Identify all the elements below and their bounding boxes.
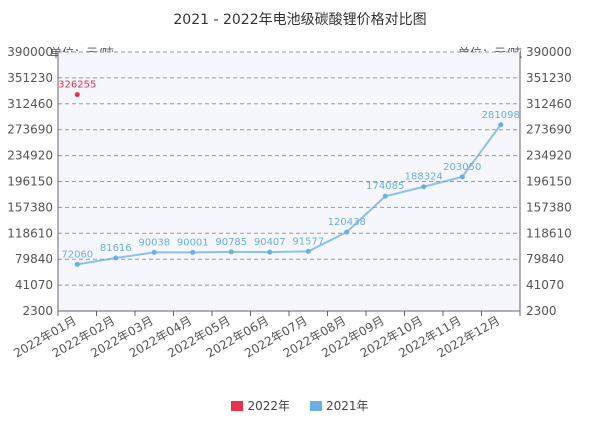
y-tick-label-left: 2300 bbox=[22, 304, 53, 318]
legend: 2022年 2021年 bbox=[0, 397, 600, 414]
data-point bbox=[382, 193, 388, 199]
data-label: 174085 bbox=[366, 181, 404, 192]
y-tick-label-left: 79840 bbox=[15, 252, 53, 266]
data-label: 72060 bbox=[61, 249, 93, 260]
data-point bbox=[305, 248, 311, 254]
data-point bbox=[498, 122, 504, 128]
y-tick-label-right: 157380 bbox=[526, 200, 572, 214]
data-point bbox=[74, 92, 80, 98]
data-label: 90407 bbox=[254, 237, 286, 248]
data-label: 90001 bbox=[177, 237, 209, 248]
y-tick-label-right: 351230 bbox=[526, 71, 572, 85]
y-tick-label-left: 273690 bbox=[7, 123, 53, 137]
data-label: 203050 bbox=[443, 162, 481, 173]
data-point bbox=[267, 249, 273, 255]
y-tick-label-left: 41070 bbox=[15, 278, 53, 292]
y-tick-label-right: 41070 bbox=[526, 278, 564, 292]
data-point bbox=[113, 255, 119, 261]
y-tick-label-right: 312460 bbox=[526, 97, 572, 111]
data-point bbox=[74, 261, 80, 267]
data-label: 281098 bbox=[482, 110, 520, 121]
data-label: 188324 bbox=[405, 172, 443, 183]
legend-swatch-2021 bbox=[310, 400, 322, 411]
data-label: 91577 bbox=[292, 236, 324, 247]
y-tick-label-left: 312460 bbox=[7, 97, 53, 111]
data-point bbox=[228, 249, 234, 255]
y-tick-label-left: 157380 bbox=[7, 200, 53, 214]
y-tick-label-right: 2300 bbox=[526, 304, 557, 318]
legend-label-2021: 2021年 bbox=[326, 399, 369, 413]
legend-swatch-2022 bbox=[231, 400, 244, 411]
data-label: 120438 bbox=[328, 217, 366, 228]
y-tick-label-right: 118610 bbox=[526, 226, 572, 240]
y-tick-label-left: 390000 bbox=[7, 45, 53, 59]
data-point bbox=[421, 184, 427, 190]
y-tick-label-right: 79840 bbox=[526, 252, 564, 266]
legend-item-2022[interactable]: 2022年 bbox=[231, 397, 290, 414]
data-point bbox=[190, 249, 196, 255]
y-tick-label-right: 273690 bbox=[526, 123, 572, 137]
y-tick-label-left: 118610 bbox=[7, 226, 53, 240]
data-point bbox=[344, 229, 350, 235]
data-point bbox=[151, 249, 157, 255]
y-tick-label-left: 351230 bbox=[7, 71, 53, 85]
data-label: 90038 bbox=[138, 237, 170, 248]
data-label: 81616 bbox=[100, 243, 132, 254]
y-tick-label-left: 196150 bbox=[7, 175, 53, 189]
y-tick-label-right: 390000 bbox=[526, 45, 572, 59]
data-point bbox=[459, 174, 465, 180]
chart-title: 2021 - 2022年电池级碳酸锂价格对比图 bbox=[173, 12, 427, 28]
legend-item-2021[interactable]: 2021年 bbox=[310, 397, 369, 414]
y-tick-label-left: 234920 bbox=[7, 149, 53, 163]
y-tick-label-right: 196150 bbox=[526, 175, 572, 189]
data-label: 90785 bbox=[215, 237, 247, 248]
series-line-1 bbox=[77, 124, 502, 266]
data-label: 326255 bbox=[58, 80, 96, 91]
y-tick-label-right: 234920 bbox=[526, 149, 572, 163]
legend-label-2022: 2022年 bbox=[247, 399, 290, 413]
